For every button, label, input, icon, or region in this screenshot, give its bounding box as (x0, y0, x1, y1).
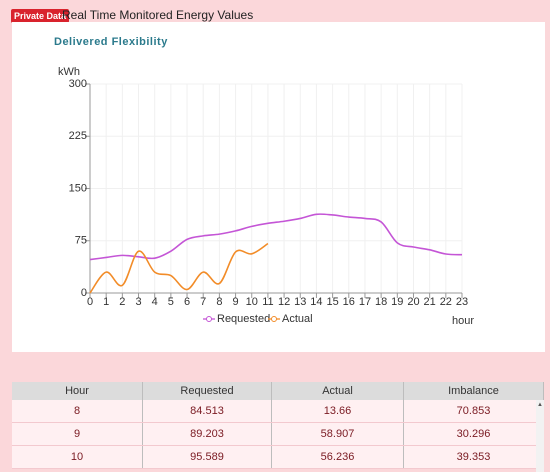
chart: Delivered Flexibility kWh hour 075150225… (54, 36, 474, 327)
header-row: Hour Requested Actual Imbalance (12, 382, 544, 400)
x-axis-label: hour (452, 315, 474, 327)
y-tick-label: 75 (75, 235, 87, 247)
x-tick-label: 7 (200, 296, 206, 308)
table-cell: 56.236 (272, 446, 404, 468)
table-cell: 13.66 (272, 400, 404, 422)
x-tick-label: 14 (310, 296, 322, 308)
series-line (89, 213, 463, 261)
y-tick-label: 225 (69, 130, 87, 142)
table-cell: 8 (12, 400, 143, 422)
y-tick-label: 150 (69, 182, 87, 194)
x-tick-label: 16 (343, 296, 355, 308)
x-tick-label: 23 (456, 296, 468, 308)
x-tick-label: 2 (119, 296, 125, 308)
column-header: Hour (12, 382, 143, 400)
x-tick-label: 5 (168, 296, 174, 308)
data-table: Hour Requested Actual Imbalance 8 84.513 13.66… (12, 382, 544, 472)
page-title: Real Time Monitored Energy Values (62, 8, 254, 22)
x-tick-label: 4 (152, 296, 158, 308)
table-cell: 70.853 (404, 400, 544, 422)
table-row: 8 84.513 13.66 70.853 (12, 400, 544, 423)
table-cell: 30.296 (404, 423, 544, 445)
table-cell: 58.907 (272, 423, 404, 445)
table-cell: 10 (12, 446, 143, 468)
table-cell: 84.513 (143, 400, 272, 422)
x-tick-label: 18 (375, 296, 387, 308)
legend-label: Actual (282, 313, 313, 325)
private-badge: Private Data (11, 9, 70, 23)
column-header: Actual (272, 382, 404, 400)
table-row: 10 95.589 56.236 39.353 (12, 446, 544, 469)
x-tick-label: 10 (246, 296, 258, 308)
table-cell: 95.589 (143, 446, 272, 468)
column-header: Requested (143, 382, 272, 400)
x-tick-label: 19 (391, 296, 403, 308)
x-tick-label: 21 (424, 296, 436, 308)
x-tick-label: 1 (103, 296, 109, 308)
column-header: Imbalance (404, 382, 544, 400)
legend-item: Requested (203, 313, 270, 325)
x-tick-label: 17 (359, 296, 371, 308)
legend-marker (271, 316, 277, 322)
legend-marker (206, 316, 212, 322)
x-tick-label: 3 (135, 296, 141, 308)
x-tick-label: 9 (233, 296, 239, 308)
x-tick-label: 12 (278, 296, 290, 308)
table-row: 9 89.203 58.907 30.296 (12, 423, 544, 446)
x-tick-label: 6 (184, 296, 190, 308)
x-tick-label: 22 (440, 296, 452, 308)
y-tick-label: 300 (69, 78, 87, 90)
chart-panel (12, 22, 545, 352)
x-tick-label: 8 (216, 296, 222, 308)
legend-item: Actual (268, 313, 313, 325)
chart-title: Delivered Flexibility (54, 36, 168, 48)
table-cell: 39.353 (404, 446, 544, 468)
y-tick-label: 0 (81, 287, 87, 299)
legend-label: Requested (217, 313, 270, 325)
x-tick-label: 11 (262, 296, 273, 308)
x-tick-label: 20 (407, 296, 419, 308)
table-cell: 89.203 (143, 423, 272, 445)
y-axis-label: kWh (58, 66, 80, 78)
scrollbar[interactable]: ▲ (536, 400, 544, 472)
x-tick-label: 15 (326, 296, 338, 308)
table-cell: 9 (12, 423, 143, 445)
x-tick-label: 13 (294, 296, 306, 308)
x-tick-label: 0 (87, 296, 93, 308)
series-line (89, 242, 269, 294)
